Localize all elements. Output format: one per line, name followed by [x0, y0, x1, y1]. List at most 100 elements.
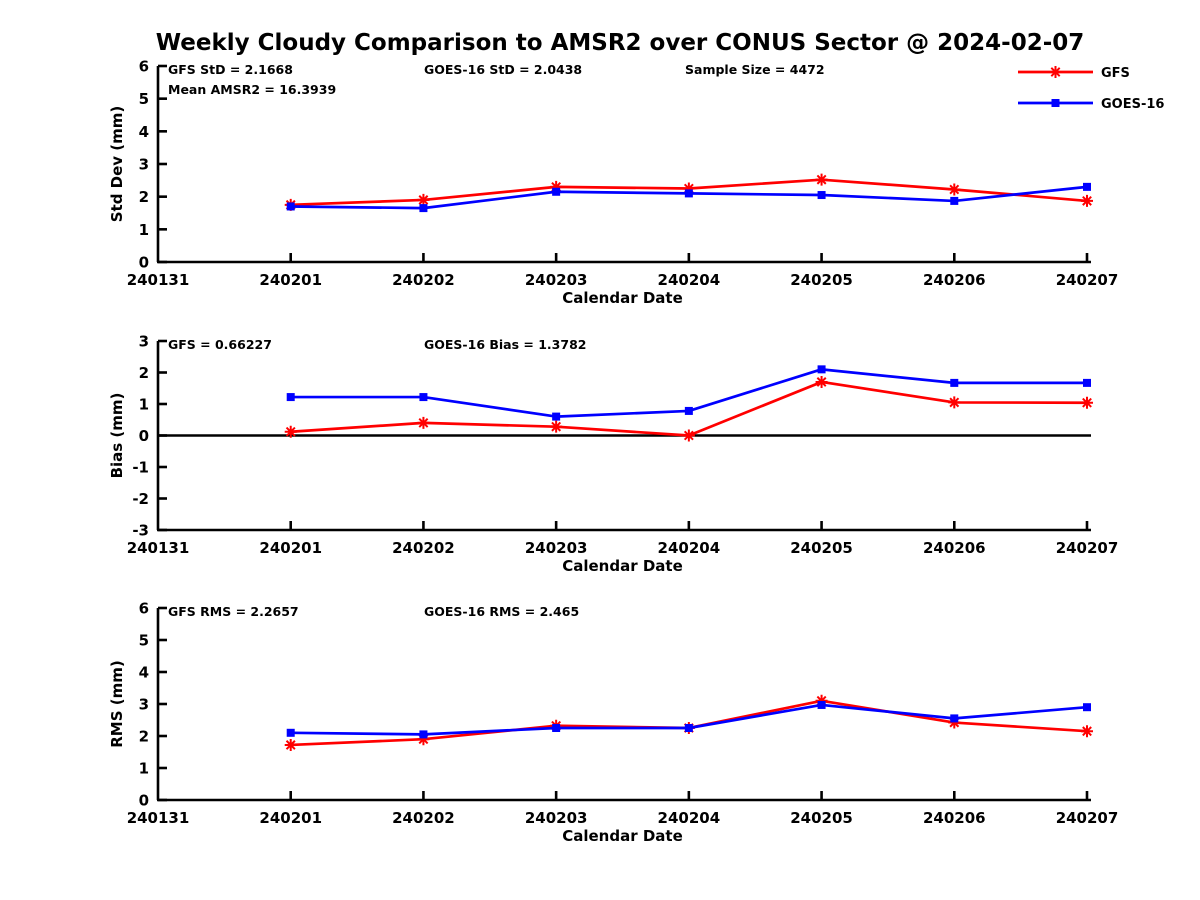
square-marker: [1083, 703, 1091, 712]
rms-x-tick-label: 240203: [525, 809, 588, 827]
bias-x-tick-label: 240131: [127, 539, 190, 557]
asterisk-marker: [417, 416, 430, 429]
rms-y-tick-label: 3: [139, 696, 149, 714]
rms-annotation: GOES-16 RMS = 2.465: [424, 604, 579, 619]
asterisk-marker: [1081, 725, 1093, 738]
bias-y-axis-label: Bias (mm): [108, 393, 126, 479]
square-marker: [1083, 182, 1091, 191]
bias-x-tick-label: 240202: [392, 539, 455, 557]
legend-label-gfs: GFS: [1101, 66, 1130, 81]
bias-y-tick-label: -3: [132, 522, 149, 540]
rms-y-axis-label: RMS (mm): [108, 660, 126, 747]
std-dev-x-tick-label: 240204: [658, 271, 721, 289]
rms-x-tick-label: 240205: [790, 809, 853, 827]
asterisk-marker: [682, 182, 695, 195]
bias-x-axis-label: Calendar Date: [562, 557, 683, 575]
bias-y-tick-label: -2: [132, 490, 149, 508]
bias-x-tick-label: 240207: [1056, 539, 1119, 557]
rms-annotation: GFS RMS = 2.2657: [168, 604, 299, 619]
square-marker: [552, 724, 561, 732]
square-marker: [552, 412, 561, 421]
bias-annotation: GFS = 0.66227: [168, 337, 272, 352]
asterisk-marker: [550, 180, 563, 193]
std-dev-y-tick-label: 4: [139, 123, 149, 141]
square-marker: [1083, 378, 1091, 387]
bias-y-tick-label: 3: [139, 333, 149, 351]
square-marker: [286, 202, 295, 211]
rms-y-tick-label: 1: [139, 760, 149, 778]
bias-x-tick-label: 240204: [658, 539, 721, 557]
std-dev-y-tick-label: 2: [139, 188, 149, 206]
square-marker: [684, 189, 693, 198]
square-marker: [817, 365, 826, 374]
asterisk-marker: [815, 694, 828, 707]
std-dev-x-tick-label: 240203: [525, 271, 588, 289]
rms-y-tick-label: 4: [139, 664, 149, 682]
asterisk-marker: [815, 375, 828, 388]
std-dev-y-tick-label: 1: [139, 221, 149, 239]
bias-y-tick-label: -1: [132, 459, 149, 477]
asterisk-marker: [284, 425, 297, 438]
bias-x-tick-label: 240205: [790, 539, 853, 557]
rms-x-tick-label: 240201: [259, 809, 322, 827]
rms-x-tick-label: 240207: [1056, 809, 1119, 827]
square-marker: [950, 378, 959, 387]
asterisk-marker: [550, 420, 563, 433]
rms-x-axis-label: Calendar Date: [562, 827, 683, 845]
std-dev-x-tick-label: 240202: [392, 271, 455, 289]
rms-y-tick-label: 2: [139, 728, 149, 746]
square-marker: [419, 204, 428, 213]
std-dev-annotation: Sample Size = 4472: [685, 62, 825, 77]
bias-y-tick-label: 2: [139, 364, 149, 382]
asterisk-marker: [682, 429, 695, 442]
square-marker: [684, 724, 693, 732]
legend-label-goes-16: GOES-16: [1101, 97, 1164, 112]
std-dev-annotation: GOES-16 StD = 2.0438: [424, 62, 582, 77]
bias-x-tick-label: 240203: [525, 539, 588, 557]
std-dev-x-axis-label: Calendar Date: [562, 289, 683, 307]
square-marker: [684, 406, 693, 415]
std-dev-y-tick-label: 0: [139, 254, 149, 272]
asterisk-marker: [1081, 194, 1093, 207]
asterisk-marker: [1049, 66, 1062, 78]
bias-annotation: GOES-16 Bias = 1.3782: [424, 337, 586, 352]
square-marker: [419, 730, 428, 739]
square-marker: [817, 700, 826, 709]
square-marker: [552, 187, 561, 196]
square-marker: [817, 191, 826, 200]
square-marker: [1051, 99, 1060, 107]
asterisk-marker: [948, 716, 961, 729]
asterisk-marker: [284, 738, 297, 751]
rms-x-tick-label: 240206: [923, 809, 986, 827]
rms-y-tick-label: 6: [139, 600, 149, 618]
bias-y-tick-label: 0: [139, 427, 149, 445]
square-marker: [950, 196, 959, 205]
bias-x-tick-label: 240201: [259, 539, 322, 557]
square-marker: [286, 393, 295, 402]
figure-title: Weekly Cloudy Comparison to AMSR2 over C…: [155, 30, 1085, 56]
asterisk-marker: [417, 193, 430, 206]
rms-y-tick-label: 0: [139, 792, 149, 810]
asterisk-marker: [815, 173, 828, 186]
bias-x-tick-label: 240206: [923, 539, 986, 557]
square-marker: [950, 714, 959, 723]
std-dev-x-tick-label: 240205: [790, 271, 853, 289]
std-dev-x-tick-label: 240207: [1056, 271, 1119, 289]
rms-y-tick-label: 5: [139, 632, 149, 650]
std-dev-annotation: Mean AMSR2 = 16.3939: [168, 82, 336, 97]
std-dev-annotation: GFS StD = 2.1668: [168, 62, 293, 77]
std-dev-x-tick-label: 240201: [259, 271, 322, 289]
std-dev-y-tick-label: 5: [139, 90, 149, 108]
asterisk-marker: [948, 396, 961, 409]
asterisk-marker: [417, 733, 430, 746]
rms-x-tick-label: 240131: [127, 809, 190, 827]
std-dev-y-axis-label: Std Dev (mm): [108, 106, 126, 223]
square-marker: [286, 728, 295, 737]
std-dev-x-tick-label: 240131: [127, 271, 190, 289]
square-marker: [419, 393, 428, 402]
bias-y-tick-label: 1: [139, 396, 149, 414]
std-dev-x-tick-label: 240206: [923, 271, 986, 289]
asterisk-marker: [1081, 396, 1093, 409]
